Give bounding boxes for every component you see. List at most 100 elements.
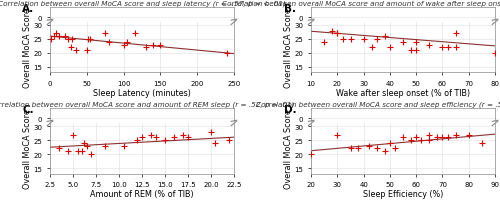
Title: Correlation between overall MoCA score and amount of wake after sleep onset (r =: Correlation between overall MoCA score a…: [222, 0, 500, 7]
Point: [64, 12, 72, 15]
Point: [386, 142, 394, 145]
Text: C.: C.: [22, 104, 34, 114]
Y-axis label: Overall MoCA Score: Overall MoCA Score: [284, 109, 293, 188]
Point: [386, 46, 394, 50]
Point: [184, 136, 192, 139]
Point: [438, 46, 446, 50]
Point: [407, 49, 415, 53]
Point: [74, 12, 82, 15]
Point: [346, 147, 354, 150]
Point: [426, 139, 434, 142]
Point: [365, 2, 373, 5]
Point: [373, 7, 381, 11]
Point: [130, 33, 138, 36]
Point: [86, 38, 94, 41]
Point: [373, 147, 381, 150]
Point: [138, 136, 146, 139]
Point: [78, 150, 86, 153]
Point: [72, 49, 80, 53]
Text: B.: B.: [284, 4, 296, 14]
Point: [354, 147, 362, 150]
Point: [74, 150, 82, 153]
Point: [452, 33, 460, 36]
Point: [50, 35, 58, 39]
Point: [399, 41, 407, 44]
Point: [452, 46, 460, 50]
Point: [328, 30, 336, 33]
Point: [380, 35, 388, 39]
Point: [64, 150, 72, 153]
Point: [83, 2, 91, 5]
Point: [346, 7, 354, 11]
Point: [156, 44, 164, 47]
Point: [52, 33, 60, 36]
Point: [68, 38, 76, 41]
Point: [418, 139, 426, 142]
Point: [212, 142, 220, 145]
Point: [360, 38, 368, 41]
Point: [426, 44, 434, 47]
Y-axis label: Overall MoCA Score: Overall MoCA Score: [23, 8, 32, 88]
Point: [226, 139, 234, 142]
Text: D.: D.: [284, 104, 296, 114]
Title: Correlation between overall MoCA score and amount of REM sleep (r = .52, p = .01: Correlation between overall MoCA score a…: [0, 101, 294, 107]
Point: [334, 33, 342, 36]
Point: [412, 49, 420, 53]
Point: [426, 133, 434, 137]
X-axis label: Sleep Latency (minutes): Sleep Latency (minutes): [93, 89, 191, 98]
Y-axis label: Overall MoCA Score: Overall MoCA Score: [284, 8, 293, 88]
Point: [391, 7, 399, 11]
Point: [380, 12, 388, 15]
Point: [438, 136, 446, 139]
Point: [334, 133, 342, 137]
Point: [105, 41, 113, 44]
Point: [69, 133, 77, 137]
Point: [149, 44, 157, 47]
Point: [161, 139, 169, 142]
Point: [101, 144, 109, 148]
Point: [152, 136, 160, 139]
Point: [328, 85, 336, 88]
Point: [464, 133, 472, 137]
Point: [66, 46, 74, 50]
Text: A.: A.: [22, 4, 34, 14]
Point: [55, 147, 63, 150]
Point: [338, 38, 346, 41]
Point: [123, 41, 131, 44]
Point: [120, 144, 128, 148]
Point: [101, 33, 109, 36]
Point: [83, 144, 91, 148]
Point: [83, 49, 91, 53]
Point: [120, 2, 128, 5]
Point: [491, 52, 499, 55]
Point: [412, 41, 420, 44]
Point: [399, 136, 407, 139]
Point: [354, 7, 362, 11]
Point: [142, 46, 150, 50]
Point: [48, 38, 56, 41]
Point: [346, 38, 354, 41]
Point: [334, 33, 342, 36]
Point: [60, 35, 68, 39]
Point: [78, 12, 86, 15]
Point: [88, 153, 96, 156]
Point: [412, 136, 420, 139]
Point: [55, 35, 63, 39]
Point: [101, 2, 109, 5]
Point: [120, 44, 128, 47]
Point: [180, 133, 188, 137]
Point: [433, 136, 441, 139]
Point: [380, 150, 388, 153]
Point: [147, 133, 155, 137]
Point: [80, 142, 88, 145]
Point: [64, 38, 72, 41]
Point: [222, 52, 230, 55]
Point: [84, 38, 92, 41]
Point: [365, 144, 373, 148]
X-axis label: Amount of REM (% of TIB): Amount of REM (% of TIB): [90, 189, 194, 198]
Y-axis label: Overall MoCA Score: Overall MoCA Score: [23, 109, 32, 188]
Title: Correlation between overall MoCA score and sleep efficiency (r = .55, p = < .01): Correlation between overall MoCA score a…: [256, 101, 500, 107]
X-axis label: Sleep Efficiency (%): Sleep Efficiency (%): [363, 189, 443, 198]
Point: [391, 147, 399, 150]
Point: [307, 153, 315, 156]
